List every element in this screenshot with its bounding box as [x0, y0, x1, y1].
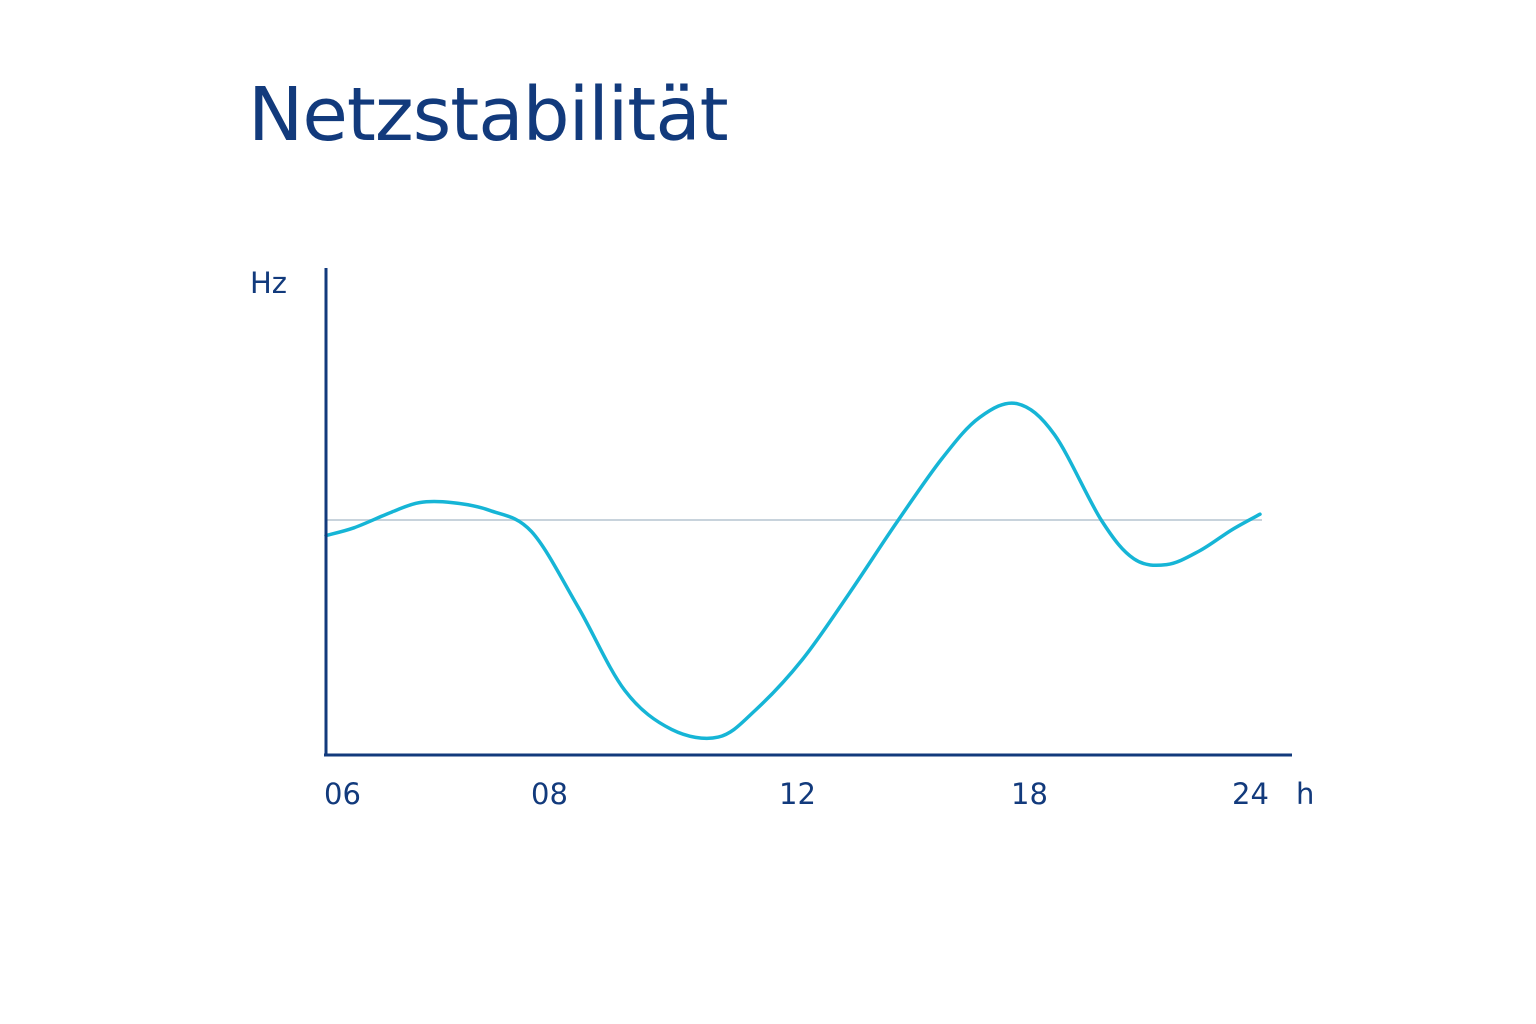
x-tick-label: 12 — [779, 777, 816, 811]
y-axis-label: Hz — [250, 266, 287, 300]
x-axis-label: h — [1296, 777, 1314, 811]
x-tick-label: 18 — [1011, 777, 1048, 811]
x-tick-label: 06 — [324, 777, 361, 811]
x-tick-labels: 06 08 12 18 24 — [324, 777, 1269, 811]
page-title: Netzstabilität — [248, 72, 729, 158]
x-tick-label: 24 — [1232, 777, 1269, 811]
series-line-frequenz — [324, 401, 1262, 741]
x-tick-label: 08 — [531, 777, 568, 811]
